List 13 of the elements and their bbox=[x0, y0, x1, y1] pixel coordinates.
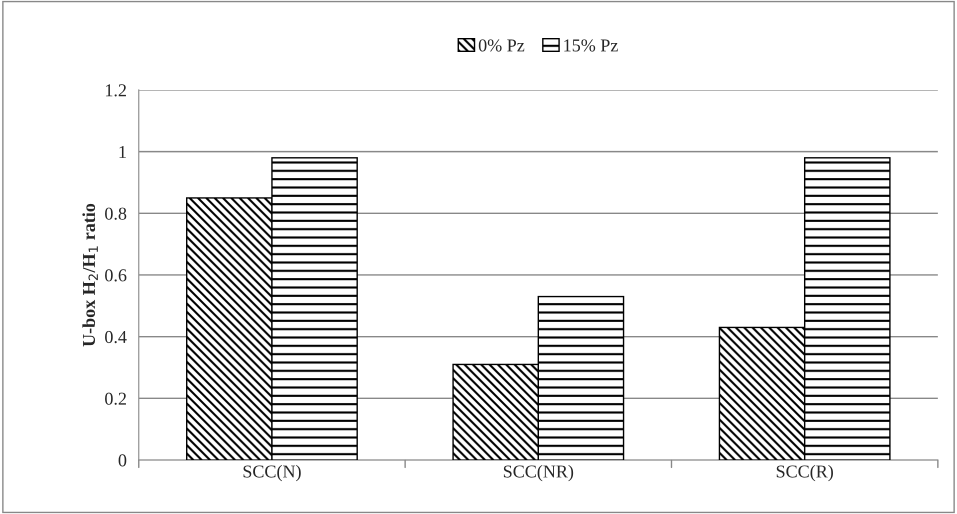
legend-label: 15% Pz bbox=[564, 39, 618, 52]
y-tick-label: 1 bbox=[120, 146, 126, 158]
x-tick-label: SCC(NR) bbox=[504, 464, 574, 482]
y-axis-title: U-box H$_{2}$/H$_{1}$ ratio bbox=[82, 204, 98, 346]
y-tick-label: 1.2 bbox=[106, 84, 126, 96]
x-tick-label: SCC(N) bbox=[244, 464, 301, 482]
x-tick-label: SCC(R) bbox=[776, 464, 833, 482]
legend-label: 0% Pz bbox=[478, 39, 524, 52]
y-tick-label: 0.8 bbox=[105, 208, 126, 220]
y-tick-label: 0.6 bbox=[105, 269, 126, 282]
y-tick-label: 0 bbox=[118, 454, 126, 466]
y-tick-label: 0.4 bbox=[105, 330, 127, 344]
y-tick-label: 0.2 bbox=[105, 392, 126, 405]
